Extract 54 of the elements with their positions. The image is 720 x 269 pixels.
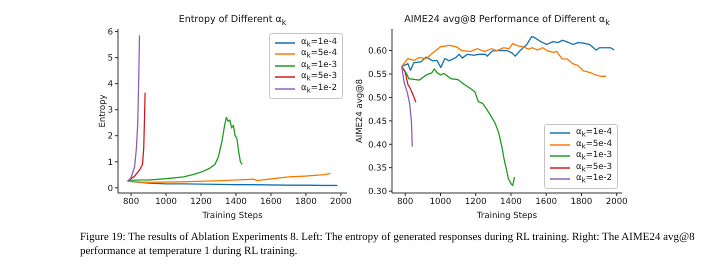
line-series (126, 92, 146, 182)
y-tick-label: 2 (108, 132, 113, 142)
x-axis-title: Training Steps (476, 211, 538, 221)
caption: Figure 19: The results of Ablation Experiments 8. Left: The entropy of generated responses during RL training. Right: The AIME24 avg@8 performance at temperature 1 during RL training. (80, 230, 696, 258)
x-tick-label: 1800 (295, 197, 317, 208)
x-tick-label: 1600 (260, 197, 282, 208)
y-axis-title: AIME24 avg@8 (355, 78, 366, 144)
legend-label: α$_{k}$=1e-2 (301, 82, 337, 95)
legend-label: α$_{k}$=1e-4 (301, 36, 337, 49)
legend-label: α$_{k}$=5e-4 (301, 48, 337, 60)
y-tick-label: 0.50 (368, 93, 387, 104)
line-series (401, 66, 416, 103)
y-tick-label: 0.45 (368, 116, 387, 127)
line-series (126, 34, 140, 182)
x-tick-label: 1000 (430, 197, 452, 208)
line-series (126, 116, 243, 182)
legend-label: α$_{k}$=1e-3 (301, 60, 337, 72)
y-tick-label: 0.40 (368, 140, 387, 150)
line-series (126, 172, 332, 183)
y-tick-label: 0.30 (368, 187, 387, 198)
x-tick-label: 1200 (190, 197, 212, 208)
x-tick-label: 1400 (225, 197, 247, 208)
x-tick-label: 1200 (464, 197, 487, 208)
y-tick-label: 5 (108, 54, 113, 64)
y-axis-title: Entropy (98, 94, 108, 128)
line-series (401, 66, 413, 148)
x-tick-label: 1800 (570, 197, 592, 208)
x-axis-title: Training Steps (201, 211, 264, 221)
legend-label: α$_{k}$=5e-4 (576, 138, 612, 151)
y-tick-label: 6 (108, 28, 113, 38)
y-tick-label: 0.35 (368, 164, 387, 174)
x-tick-label: 1400 (500, 197, 522, 208)
chart-title: AIME24 avg@8 Performance of Different α$_{k}$ (403, 14, 611, 27)
y-tick-label: 4 (108, 80, 113, 90)
y-tick-label: 0 (108, 184, 113, 194)
y-tick-label: 1 (108, 158, 113, 168)
y-tick-label: 3 (108, 106, 113, 116)
legend-label: α$_{k}$=1e-4 (576, 127, 612, 140)
legend-label: α$_{k}$=1e-2 (576, 173, 612, 186)
x-tick-label: 1000 (155, 197, 177, 208)
chart-title: Entropy of Different α$_{k}$ (178, 14, 288, 27)
legend-label: α$_{k}$=5e-3 (301, 71, 337, 84)
legend-label: α$_{k}$=1e-3 (576, 150, 612, 162)
x-tick-label: 2000 (606, 197, 628, 208)
line-series (401, 66, 516, 186)
line-series (401, 36, 615, 71)
x-tick-label: 2000 (330, 197, 352, 208)
x-tick-label: 1600 (535, 197, 558, 208)
x-tick-label: 800 (122, 197, 140, 208)
legend-label: α$_{k}$=5e-3 (576, 162, 612, 174)
y-tick-label: 0.55 (368, 70, 387, 80)
y-tick-label: 0.60 (368, 46, 387, 57)
line-series (401, 42, 607, 77)
x-tick-label: 800 (397, 197, 414, 208)
